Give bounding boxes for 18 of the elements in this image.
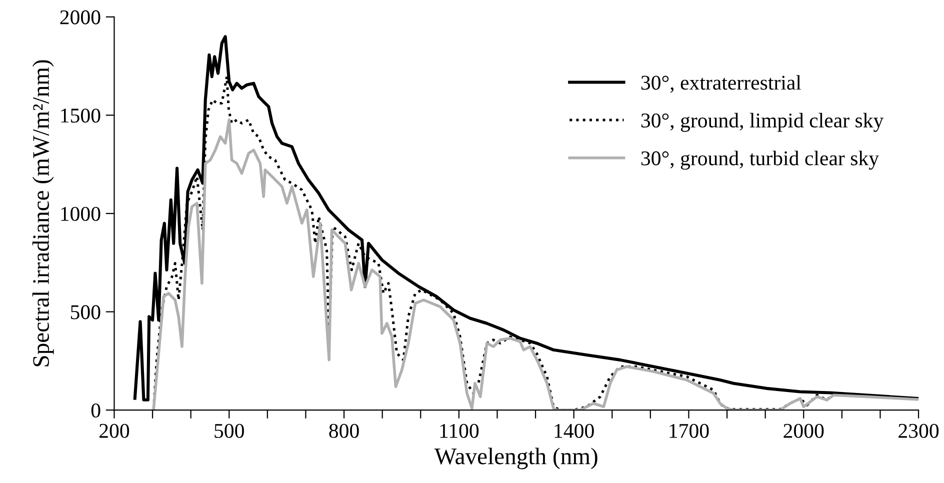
legend-label: 30°, ground, limpid clear sky xyxy=(641,112,884,132)
legend-label: 30°, extraterrestrial xyxy=(641,75,802,93)
x-tick-label: 2300 xyxy=(898,424,939,438)
x-tick-label: 1700 xyxy=(670,424,709,438)
y-tick-label: 2000 xyxy=(60,10,100,24)
y-tick-label: 1000 xyxy=(61,206,100,221)
x-tick-label: 200 xyxy=(100,424,130,438)
y-tick-label: 0 xyxy=(91,403,100,418)
y-axis-title: Spectral irradiance (mW/m²/nm) xyxy=(32,60,54,366)
x-tick-label: 1100 xyxy=(440,424,479,438)
x-axis-title: Wavelength (nm) xyxy=(434,448,598,470)
y-tick-label: 1500 xyxy=(61,108,100,123)
x-tick-label: 1400 xyxy=(554,424,594,438)
x-tick-label: 800 xyxy=(329,424,359,438)
legend-label: 30°, ground, turbid clear sky xyxy=(641,150,879,170)
y-tick-label: 500 xyxy=(70,305,100,320)
x-tick-label: 2000 xyxy=(784,424,824,438)
x-tick-label: 500 xyxy=(214,424,244,438)
